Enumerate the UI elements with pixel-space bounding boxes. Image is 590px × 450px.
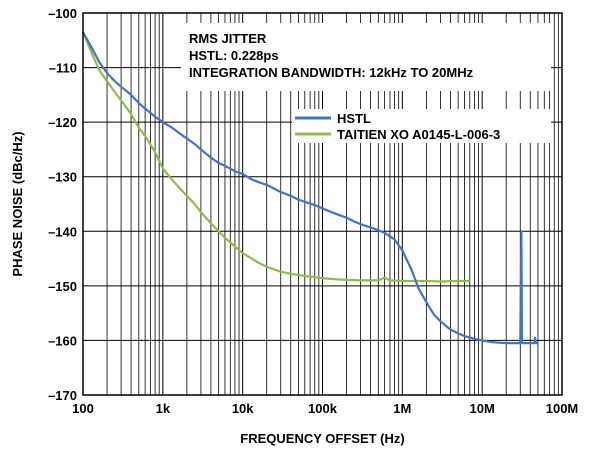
annotation-integration-bandwidth: INTEGRATION BANDWIDTH: 12kHz TO 20MHz (189, 65, 474, 80)
y-tick-label: –130 (48, 170, 77, 185)
legend-label-hstl: HSTL (337, 111, 371, 126)
x-tick-label: 10M (470, 401, 495, 416)
y-tick-label: –120 (48, 115, 77, 130)
x-tick-label: 10k (232, 401, 254, 416)
series-line-hstl (82, 31, 538, 345)
x-tick-label: 1k (156, 401, 171, 416)
y-tick-label: –160 (48, 333, 77, 348)
y-axis-title: PHASE NOISE (dBc/Hz) (10, 131, 25, 276)
x-tick-label: 100 (72, 401, 94, 416)
legend-label-taitien: TAITIEN XO A0145-L-006-3 (337, 127, 500, 142)
series-line-taitien (81, 31, 470, 283)
x-tick-label: 100M (546, 401, 579, 416)
y-tick-label: –150 (48, 279, 77, 294)
y-tick-label: –100 (48, 6, 77, 21)
tick-labels: 100 1k 10k 100k 1M 10M 100M –100 –110 –120 –130 –14… (48, 6, 578, 416)
annotation-box (181, 23, 551, 91)
x-tick-label: 1M (393, 401, 411, 416)
x-tick-label: 100k (308, 401, 338, 416)
legend: HSTL TAITIEN XO A0145-L-006-3 (292, 109, 551, 143)
x-axis-title: FREQUENCY OFFSET (Hz) (240, 431, 404, 446)
plot-frame (82, 12, 563, 396)
y-tick-label: –140 (48, 224, 77, 239)
annotation-hstl-jitter: HSTL: 0.228ps (189, 48, 279, 63)
y-tick-label: –110 (49, 61, 77, 76)
y-tick-label: –170 (48, 388, 77, 403)
annotation-rms-jitter: RMS JITTER (189, 31, 267, 46)
series-lines (81, 31, 538, 345)
legend-background (292, 109, 551, 143)
